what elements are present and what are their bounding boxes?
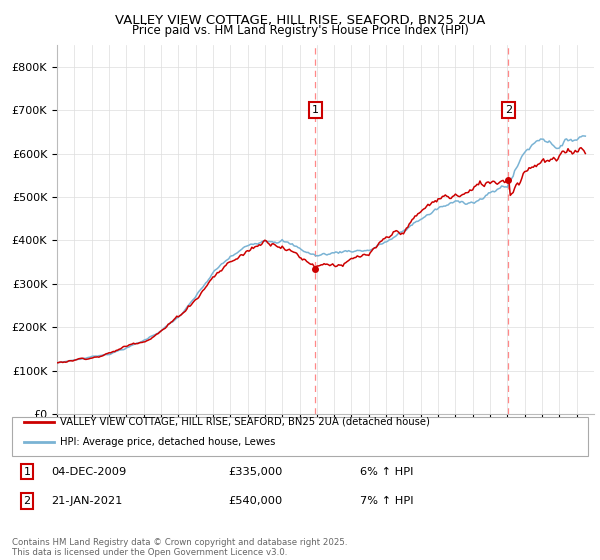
- Text: 2: 2: [505, 105, 512, 115]
- Text: 1: 1: [23, 466, 31, 477]
- Text: 04-DEC-2009: 04-DEC-2009: [51, 466, 126, 477]
- Text: Price paid vs. HM Land Registry's House Price Index (HPI): Price paid vs. HM Land Registry's House …: [131, 24, 469, 36]
- Text: £335,000: £335,000: [228, 466, 283, 477]
- Text: HPI: Average price, detached house, Lewes: HPI: Average price, detached house, Lewe…: [60, 437, 275, 447]
- Text: 6% ↑ HPI: 6% ↑ HPI: [360, 466, 413, 477]
- Text: 21-JAN-2021: 21-JAN-2021: [51, 496, 122, 506]
- Text: 1: 1: [312, 105, 319, 115]
- Text: 2: 2: [23, 496, 31, 506]
- Text: £540,000: £540,000: [228, 496, 282, 506]
- Text: VALLEY VIEW COTTAGE, HILL RISE, SEAFORD, BN25 2UA (detached house): VALLEY VIEW COTTAGE, HILL RISE, SEAFORD,…: [60, 417, 430, 427]
- Text: 7% ↑ HPI: 7% ↑ HPI: [360, 496, 413, 506]
- Text: Contains HM Land Registry data © Crown copyright and database right 2025.
This d: Contains HM Land Registry data © Crown c…: [12, 538, 347, 557]
- Text: VALLEY VIEW COTTAGE, HILL RISE, SEAFORD, BN25 2UA: VALLEY VIEW COTTAGE, HILL RISE, SEAFORD,…: [115, 14, 485, 27]
